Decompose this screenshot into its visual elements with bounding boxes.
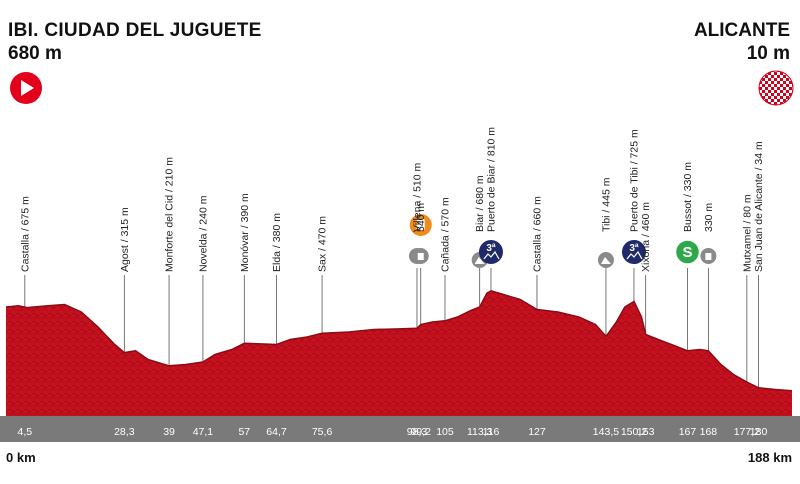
km-label: 153 [637,426,655,438]
km-label: 177,2 [734,426,760,438]
waypoint-label: Mutxamel / 80 m [741,194,753,272]
km-label: 47,1 [193,426,214,438]
waypoint-label: 330 m [703,203,715,232]
waypoint-label: Xixona / 460 m [640,202,652,272]
km-label: 167 [679,426,697,438]
start-km: 0 km [6,450,36,465]
waypoint-label: 540 m [415,203,427,232]
km-label: 127 [528,426,546,438]
km-label: 150,2 [621,426,647,438]
km-label: 105 [436,426,454,438]
start-icon [10,72,42,104]
bin-icon [700,248,717,264]
km-label: 143,5 [593,426,619,438]
waypoint-label: Puerto de Biar / 810 m [485,127,497,232]
elevation-area [6,290,792,416]
profile-area [5,289,793,416]
km-label: 98,3 [407,426,428,438]
finish-town: ALICANTE [693,20,790,41]
sprint-icon: S [674,239,701,265]
start-altitude: 680 m [8,43,62,64]
km-label: 4,5 [18,426,33,438]
distance-band [0,416,800,442]
finish-altitude: 10 m [746,43,790,64]
end-km: 188 km [747,450,792,465]
feed-zone-icon [409,214,432,264]
waypoint-label: Tibi / 445 m [600,177,612,232]
km-label: 180 [750,426,768,438]
km-label: 99,2 [411,426,432,438]
waypoint-label: Castalla / 675 m [19,196,31,272]
waypoint-label: Castalla / 660 m [531,196,543,272]
km-label: 168 [700,426,718,438]
km-label: 28,3 [114,426,135,438]
svg-text:3ª: 3ª [486,243,496,254]
waypoint-label: Elda / 380 m [271,213,283,272]
start-town: IBI. CIUDAD DEL JUGUETE [8,20,262,41]
waypoint-label: Bussot / 330 m [682,162,694,232]
svg-text:3ª: 3ª [629,243,639,254]
elevation-line [5,289,793,392]
waypoint-label: Sax / 470 m [317,216,329,272]
finish-flag-icon [758,70,794,106]
waypoint-icons: 3ª 3ª S [408,214,717,268]
mountain-grey-icon [597,252,614,268]
climb-3-icon: 3ª [478,240,503,264]
svg-text:S: S [682,244,692,261]
waypoint-label: Biar / 680 m [474,175,486,232]
waypoint-label: Agost / 315 m [119,207,131,272]
waypoint-labels: Castalla / 675 m Agost / 315 m Monforte de… [19,127,765,272]
waypoint-label: San Juan de Alicante / 34 m [753,141,765,272]
km-label: 75,6 [312,426,333,438]
km-labels: 4,5 28,3 39 47,1 57 64,7 75,6 98,399,2 105 113,31… [18,426,768,438]
km-label: 64,7 [266,426,287,438]
waypoint-label: Monforte del Cid / 210 m [164,157,176,272]
waypoint-label: Villena / 510 m [411,162,423,232]
waypoint-label: Monóvar / 390 m [239,193,251,272]
climb-3-icon: 3ª [621,240,646,264]
km-label: 39 [163,426,175,438]
km-label: 113,3 [467,426,493,438]
waypoint-label: Cañada / 570 m [439,197,451,272]
waypoint-label: Novelda / 240 m [197,195,209,272]
km-label: 116 [483,426,500,438]
waypoint-label: Puerto de Tibi / 725 m [628,129,640,232]
km-label: 57 [238,426,250,438]
